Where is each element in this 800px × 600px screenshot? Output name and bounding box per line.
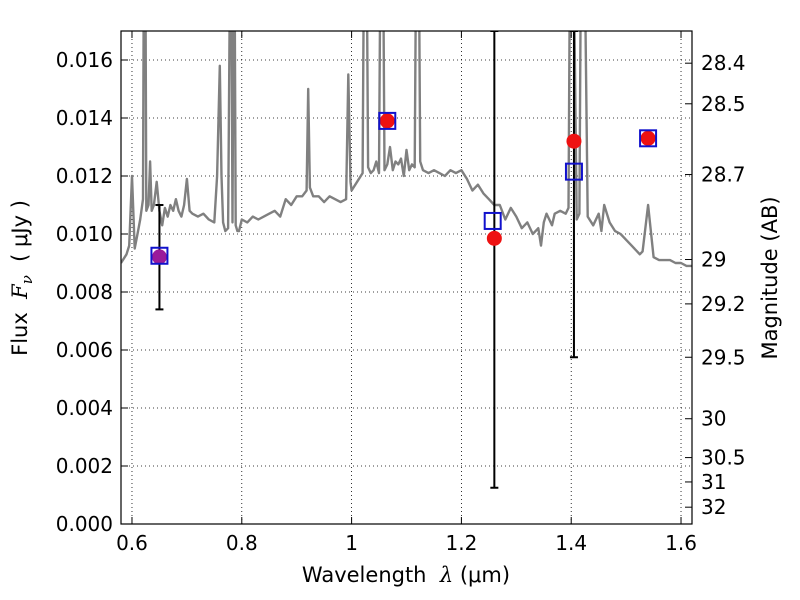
right-axis-label: Magnitude (AB) <box>758 196 782 359</box>
y-tick-label: 0.014 <box>56 106 113 130</box>
x-tick-label: 1 <box>345 531 358 555</box>
grid-lines <box>121 31 692 525</box>
y-tick-label: 0.016 <box>56 48 113 72</box>
x-axis-label-symbol: λ <box>439 563 453 587</box>
observed-photometry <box>151 113 656 265</box>
y-axis-label: Flux Fν ( μJy ) <box>8 200 36 356</box>
sed-spectrum-line <box>121 31 692 268</box>
y-tick-label: 0.008 <box>56 280 113 304</box>
model-flux-square <box>150 246 169 265</box>
model-flux-square <box>378 111 397 130</box>
observed-flux-point <box>151 249 167 265</box>
observed-flux-point <box>486 230 502 246</box>
magnitude-tick-label: 28.4 <box>701 51 746 75</box>
magnitude-tick-label: 29 <box>701 248 726 272</box>
y-tick-label: 0.000 <box>56 512 113 536</box>
y-axis-ticks: 0.000 0.002 0.004 0.006 0.008 0.010 0.012 0.014… <box>56 48 128 536</box>
x-tick-label: 1.6 <box>665 531 697 555</box>
magnitude-tick-label: 30 <box>701 407 726 431</box>
magnitude-tick-label: 29.2 <box>701 292 746 316</box>
y-tick-label: 0.002 <box>56 454 113 478</box>
y-tick-label: 0.012 <box>56 164 113 188</box>
y-tick-label: 0.010 <box>56 222 113 246</box>
observed-flux-point <box>379 113 395 129</box>
magnitude-tick-label: 29.5 <box>701 345 746 369</box>
sed-spectrum-layer <box>121 31 692 268</box>
y-axis-label-subscript: ν <box>18 275 36 284</box>
magnitude-tick-label: 32 <box>701 495 726 519</box>
model-flux-square <box>639 129 658 148</box>
x-axis-label-unit: (μm) <box>453 563 510 587</box>
y-axis-label-prefix: Flux <box>8 299 32 356</box>
plot-frame <box>120 30 693 525</box>
x-tick-label: 1.4 <box>555 531 587 555</box>
magnitude-tick-label: 28.5 <box>701 92 746 116</box>
x-axis-ticks: 0.6 0.8 1 1.2 1.4 1.6 <box>116 31 697 555</box>
y-tick-label: 0.006 <box>56 338 113 362</box>
observed-flux-point <box>640 130 656 146</box>
magnitude-tick-label: 28.7 <box>701 163 746 187</box>
x-axis-label: Wavelength λ (μm) <box>302 563 510 587</box>
x-tick-label: 1.2 <box>445 531 477 555</box>
y-tick-label: 0.004 <box>56 396 113 420</box>
y-axis-label-symbol: F <box>8 283 32 300</box>
y-axis-label-unit: ( μJy ) <box>8 200 32 275</box>
model-photometry <box>150 111 658 265</box>
x-axis-label-prefix: Wavelength <box>302 563 440 587</box>
model-flux-square <box>564 162 583 181</box>
observed-flux-point <box>566 133 582 149</box>
x-tick-label: 0.6 <box>116 531 148 555</box>
magnitude-tick-label: 30.5 <box>701 446 746 470</box>
model-flux-square <box>483 211 502 230</box>
magnitude-tick-label: 31 <box>701 470 726 494</box>
x-tick-label: 0.8 <box>226 531 258 555</box>
